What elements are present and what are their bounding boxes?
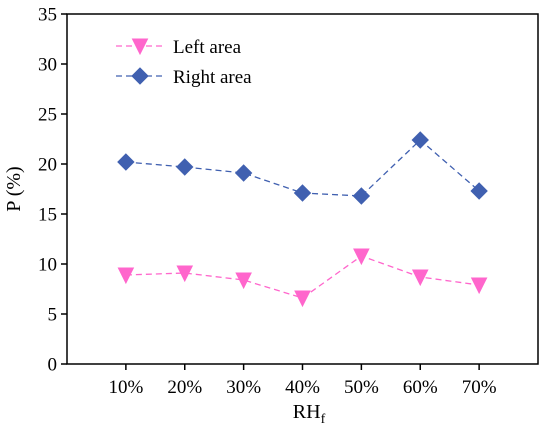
data-point (470, 182, 488, 200)
data-point (294, 290, 311, 308)
data-point (117, 267, 135, 285)
data-point (117, 153, 135, 171)
legend-marker (131, 67, 149, 85)
legend-marker (131, 38, 149, 56)
data-point (470, 277, 488, 295)
x-tick-label: 50% (344, 377, 379, 398)
y-tick-label: 25 (38, 105, 57, 126)
legend: Left area Right area (116, 37, 252, 88)
legend-item: Left area (116, 37, 242, 58)
data-point (411, 131, 429, 149)
data-point (293, 184, 312, 202)
x-axis-ticks: 10% 20% 30% 40% 50% 60% 70% (108, 364, 497, 398)
y-tick-label: 5 (48, 305, 58, 326)
x-tick-label: 10% (108, 377, 143, 398)
y-axis-ticks: 0 5 10 15 20 25 30 35 (38, 5, 67, 376)
data-point (411, 269, 429, 287)
series-left-area (117, 248, 488, 308)
x-tick-label: 20% (167, 377, 202, 398)
data-point (176, 158, 194, 176)
legend-label: Left area (173, 37, 242, 58)
x-tick-label: 60% (403, 377, 438, 398)
y-tick-label: 30 (38, 55, 57, 76)
data-point (234, 164, 253, 182)
x-tick-label: 30% (226, 377, 261, 398)
series-right-area (117, 131, 488, 205)
data-point (352, 187, 371, 205)
x-tick-label: 70% (462, 377, 497, 398)
series-layer (117, 131, 488, 308)
y-tick-label: 20 (38, 155, 57, 176)
y-tick-label: 10 (38, 255, 57, 276)
x-axis-label: RHf (293, 401, 326, 427)
y-axis-label: P (%) (3, 166, 25, 211)
legend-item: Right area (116, 67, 252, 88)
legend-label: Right area (173, 67, 252, 88)
x-tick-label: 40% (285, 377, 320, 398)
x-axis-label-main: RH (293, 401, 321, 423)
data-point (235, 272, 252, 290)
y-tick-label: 0 (48, 355, 58, 376)
data-point (353, 248, 370, 266)
y-tick-label: 35 (38, 5, 57, 26)
y-tick-label: 15 (38, 205, 57, 226)
data-point (176, 265, 194, 283)
x-axis-label-subscript: f (321, 412, 326, 427)
